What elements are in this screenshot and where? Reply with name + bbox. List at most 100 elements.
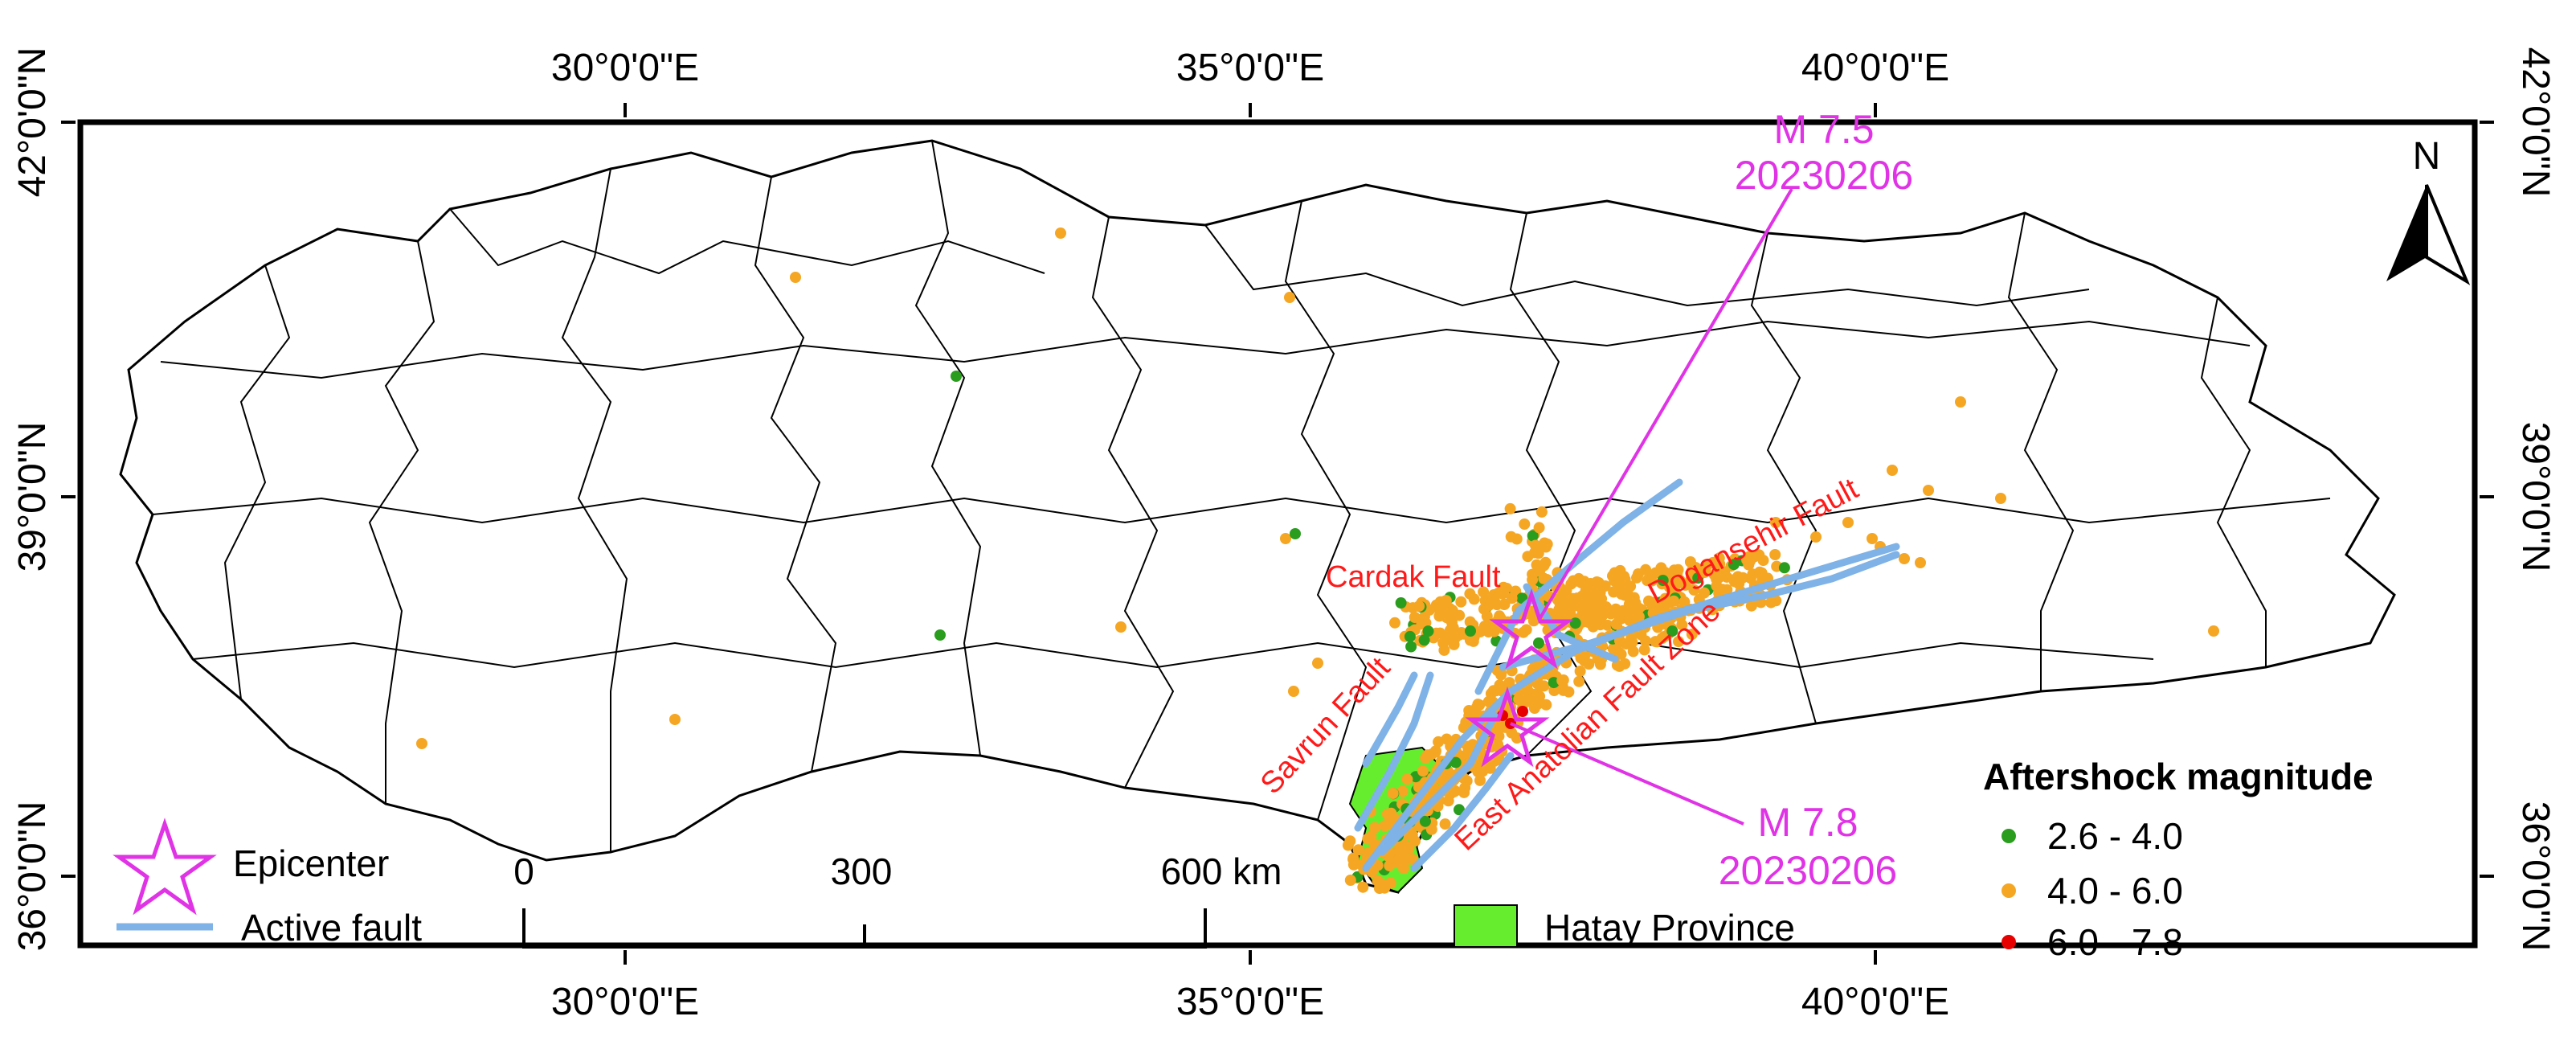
epicenter-stars [1465,588,1574,768]
lon-label-top-30: 30°0'0"E [551,47,699,89]
aftershock-point [1753,549,1765,561]
aftershock-point [1357,881,1369,893]
aftershock-point [1445,613,1456,625]
aftershock-point [1474,774,1486,786]
aftershock-point [1055,227,1066,239]
aftershock-point [1478,586,1490,598]
aftershock-point [1433,610,1445,622]
aftershock-point [1842,517,1854,528]
fault-east-anatolian [1362,543,1900,872]
hatay-swatch [1454,904,1518,948]
epicenter-star-icon [1465,686,1550,768]
aftershock-point [1728,559,1740,571]
aftershock-point [1418,634,1430,646]
aftershock-point [416,738,427,749]
aftershock-point [1699,567,1711,578]
aftershock-point [1404,630,1416,642]
lon-label-top-40: 40°0'0"E [1801,47,1949,89]
aftershock-point [1389,617,1400,629]
aftershock-point [1405,641,1417,653]
aftershock-point [1396,785,1409,797]
aftershock-point [1633,611,1645,623]
aftershock-point [1626,601,1638,613]
aftershock-point [1556,674,1568,686]
aftershock-point [1657,575,1669,586]
aftershock-point [1115,621,1126,633]
aftershock-point [1747,568,1759,580]
aftershock-point [1437,637,1450,649]
active-faults [1354,478,1900,872]
lon-label-bottom-30: 30°0'0"E [551,981,699,1023]
aftershock-point [1676,619,1688,631]
lon-label-bottom-40: 40°0'0"E [1801,981,1949,1023]
scale-tick-300: 300 [831,850,893,892]
aftershock-point [1699,587,1710,599]
aftershock-point [1481,610,1493,622]
aftershock-point [1643,572,1655,584]
province-boundaries [152,140,2331,852]
aftershock-point [1379,820,1391,832]
aftershock-point [1548,685,1560,696]
fault-branch-b [1410,752,1515,872]
aftershock-point [1520,624,1532,636]
aftershock-point [1955,396,1966,408]
lon-label-bottom-35: 35°0'0"E [1176,981,1324,1023]
lon-label-top-35: 35°0'0"E [1176,47,1324,89]
aftershock-point [1498,581,1510,593]
aftershock-legend: Aftershock magnitude 2.6 - 4.0 4.0 - 6.0… [1983,756,2374,963]
aftershock-point [1666,625,1678,637]
legend-class-large: 6.0 - 7.8 [2047,921,2183,963]
aftershock-point [1867,533,1878,544]
epicenter-2-date: 20230206 [1719,848,1897,893]
aftershock-point [1352,844,1364,856]
aftershock-point [1394,842,1406,854]
aftershock-point [1556,595,1568,606]
aftershock-point [1448,786,1460,798]
aftershock-point [1409,612,1421,623]
aftershock-point [1439,818,1451,830]
aftershock-point [1419,815,1431,827]
aftershock-point [1640,635,1652,647]
aftershock-point [1577,608,1589,620]
epicenter-leaders [1510,187,1793,826]
aftershock-point [951,371,962,382]
aftershock-point [1532,547,1544,559]
aftershock-point [1312,658,1323,669]
aftershock-point [1522,551,1534,563]
aftershock-point [1769,549,1781,560]
aftershock-point [1743,551,1755,563]
fault-cardak [1474,478,1683,695]
legend-class-small: 2.6 - 4.0 [2047,815,2183,857]
hatay-legend-label: Hatay Province [1544,907,1795,949]
aftershock-point [1528,703,1540,714]
aftershock-point [1535,506,1548,518]
hatay-legend: Hatay Province [1454,904,1795,949]
aftershock-point [1708,568,1720,580]
epicenter-star-icon [1489,588,1574,670]
aftershock-point [1627,645,1639,658]
aftershock-point [1569,617,1581,629]
aftershock-point [1519,518,1531,530]
fault-branch-c [1362,671,1418,768]
aftershock-point [1531,559,1543,571]
aftershock-point [1574,666,1586,677]
lat-label-left-42: 42°0'0"N [11,47,54,198]
aftershock-point [1454,804,1465,816]
legend-fault-label: Active fault [241,907,422,949]
aftershock-point [1527,574,1539,586]
aftershock-point [790,272,801,283]
aftershock-point [1686,629,1698,640]
aftershock-point [1488,589,1500,600]
legend-class-mid: 4.0 - 6.0 [2047,870,2183,912]
lat-label-left-36: 36°0'0"N [11,801,54,952]
aftershock-point [1587,621,1599,633]
aftershock-point [1455,596,1467,608]
aftershock-point [1625,631,1638,643]
aftershock-point [1369,822,1380,834]
aftershock-point [1440,599,1452,611]
aftershock-point [1915,557,1926,568]
aftershock-point [1592,590,1604,602]
aftershock-legend-title: Aftershock magnitude [1983,756,2374,797]
aftershock-point [1506,592,1518,604]
